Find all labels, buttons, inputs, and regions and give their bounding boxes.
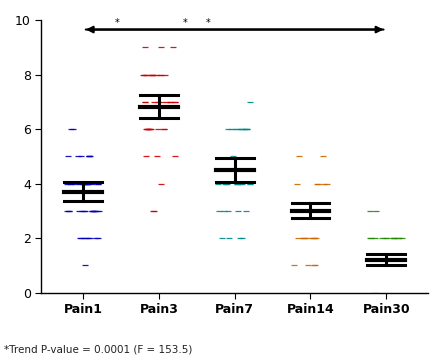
Text: *: * (115, 18, 120, 28)
Text: *: * (206, 18, 210, 28)
Text: *: * (183, 18, 188, 28)
Text: *Trend P-value = 0.0001 (F = 153.5): *Trend P-value = 0.0001 (F = 153.5) (4, 344, 193, 354)
